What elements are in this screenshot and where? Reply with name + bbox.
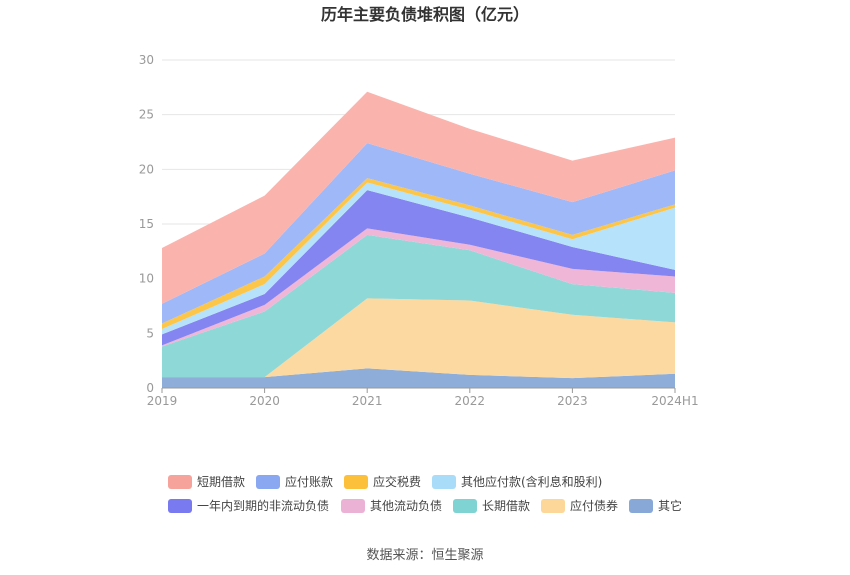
area-应付账款: [162, 143, 675, 324]
legend-label: 长期借款: [482, 499, 530, 513]
legend-item[interactable]: 其他流动负债: [341, 499, 442, 513]
legend-item[interactable]: 长期借款: [453, 499, 530, 513]
legend-swatch: [432, 475, 456, 489]
x-tick-label: 2019: [147, 394, 178, 408]
legend-item[interactable]: 应付账款: [256, 474, 333, 489]
legend-swatch: [256, 475, 280, 489]
legend-swatch: [629, 499, 653, 513]
legend-item[interactable]: 应付债券: [541, 498, 618, 513]
legend-swatch: [168, 499, 192, 513]
y-tick-label: 5: [146, 326, 154, 340]
area-其它: [162, 368, 675, 388]
legend-item[interactable]: 应交税费: [344, 474, 421, 489]
y-axis-tick-labels: 0 5 10 15 20 25 30: [139, 53, 154, 395]
area-短期借款: [162, 91, 675, 304]
legend-label: 其他流动负债: [370, 499, 442, 513]
y-tick-label: 10: [139, 272, 154, 286]
y-tick-label: 30: [139, 53, 154, 67]
legend-swatch: [541, 499, 565, 513]
legend-label: 一年内到期的非流动负债: [197, 498, 329, 513]
legend-label: 应交税费: [373, 474, 421, 489]
legend: 短期借款 应付账款 应交税费 其他应付款(含利息和股利) 一年内到期的非流动负债 其他流动…: [168, 474, 682, 513]
area-长期借款: [162, 234, 675, 378]
legend-swatch: [453, 499, 477, 513]
legend-label: 应付债券: [570, 498, 618, 513]
legend-label: 应付账款: [285, 474, 333, 489]
legend-item[interactable]: 短期借款: [168, 475, 245, 489]
legend-label: 其他应付款(含利息和股利): [461, 474, 602, 489]
chart-title: 历年主要负债堆积图（亿元）: [321, 5, 529, 24]
x-tick-label: 2023: [557, 394, 588, 408]
y-tick-label: 0: [146, 381, 154, 395]
legend-swatch: [341, 499, 365, 513]
x-tick-label: 2024H1: [651, 394, 698, 408]
legend-item[interactable]: 其它: [629, 498, 682, 513]
x-tick-label: 2022: [455, 394, 486, 408]
legend-label: 其它: [658, 498, 682, 513]
area-应付债券: [162, 298, 675, 379]
axes: [161, 387, 676, 393]
legend-swatch: [168, 475, 192, 489]
x-tick-label: 2021: [352, 394, 383, 408]
legend-label: 短期借款: [197, 475, 245, 489]
legend-item[interactable]: 一年内到期的非流动负债: [168, 498, 329, 513]
x-tick-label: 2020: [249, 394, 280, 408]
area-一年内到期的非流动负债: [162, 190, 675, 346]
x-axis-tick-labels: 2019 2020 2021 2022 2023 2024H1: [147, 394, 699, 408]
legend-item[interactable]: 其他应付款(含利息和股利): [432, 474, 602, 489]
legend-swatch: [344, 475, 368, 489]
y-tick-label: 20: [139, 162, 154, 176]
area-series: [162, 91, 675, 388]
y-tick-label: 15: [139, 217, 154, 231]
y-tick-label: 25: [139, 108, 154, 122]
data-source: 数据来源：恒生聚源: [366, 548, 483, 563]
